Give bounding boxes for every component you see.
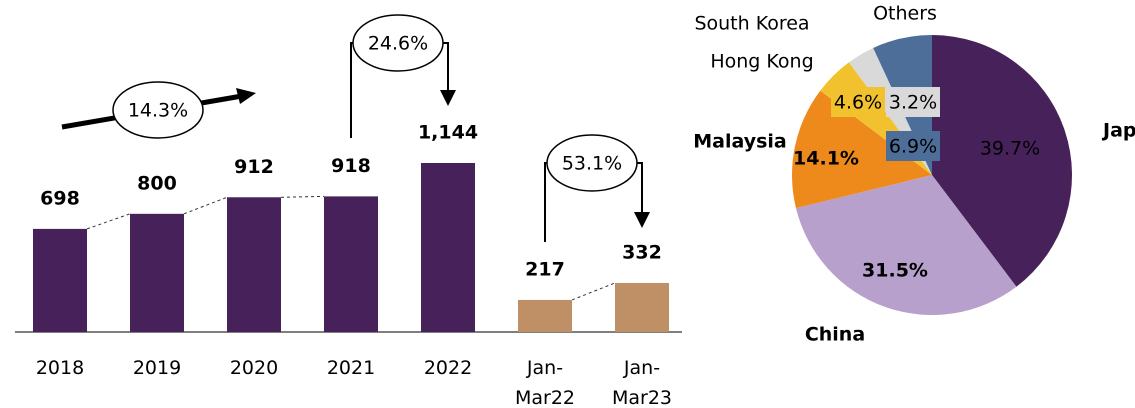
slice-name: Japan [1101,120,1135,142]
arrow-head [236,88,256,104]
slice-name: Malaysia [693,131,787,153]
connector [280,195,325,198]
connector [183,196,228,215]
arrow-head [440,90,456,106]
pie-slice [932,35,1073,287]
growth-label: 53.1% [562,153,622,175]
slice-name: China [805,324,865,346]
slice-label: 4.6% [834,92,882,114]
value-label: 800 [137,172,177,194]
x-tick-label: 2022 [423,357,473,379]
slice-label: 39.7% [980,138,1040,160]
slice-label: 31.5% [862,260,928,282]
pie-slice [791,90,932,209]
bar [33,228,87,332]
x-tick-label: 2019 [132,357,182,379]
value-label: 918 [331,155,371,177]
x-tick-label: Jan- Mar23 [611,357,673,408]
x-tick-label: 2021 [326,357,376,379]
bar [130,213,184,332]
value-label: 332 [622,241,662,263]
x-tick-label: 2020 [229,357,279,379]
growth-label: 14.3% [128,100,188,122]
value-label: 1,144 [418,122,478,144]
connector [571,282,616,301]
connector [86,213,131,230]
value-label: 217 [525,258,565,280]
bar [227,197,281,332]
pie-slice [795,175,1017,316]
x-tick-label: Jan- Mar22 [514,357,576,408]
bar [421,163,475,332]
growth-label: 24.6% [368,33,428,55]
slice-name: Others [873,3,937,25]
label-box [886,87,940,117]
slice-name: Hong Kong [710,51,813,73]
slice-label: 3.2% [889,92,937,114]
slice-label: 14.1% [793,148,859,170]
bar [324,196,378,332]
bar [615,282,669,332]
value-label: 912 [234,156,274,178]
growth-bubble [352,14,444,72]
growth-bubble [546,134,638,192]
label-box [831,87,885,117]
x-tick-label: 2018 [35,357,85,379]
growth-bubble [112,81,204,139]
bar [518,299,572,332]
label-box [886,131,940,161]
arrow-head [634,212,650,228]
slice-label: 6.9% [889,136,937,158]
slice-name: South Korea [694,13,809,35]
value-label: 698 [40,187,80,209]
